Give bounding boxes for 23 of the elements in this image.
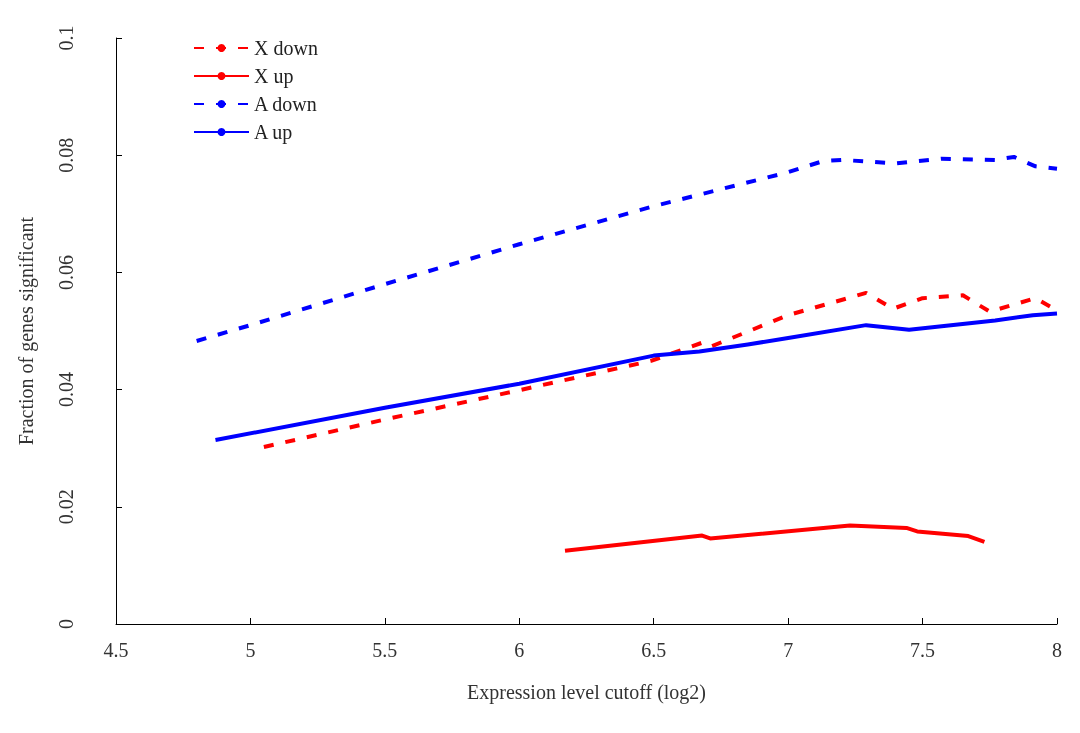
y-axis-title: Fraction of genes significant (15, 216, 38, 446)
x-tick-label: 6 (514, 639, 525, 661)
x-tick-label: 6.5 (641, 639, 667, 661)
y-tick-label: 0.04 (55, 372, 77, 408)
y-tick-label: 0.08 (55, 137, 77, 173)
line-series (194, 154, 1059, 343)
legend-label: X down (254, 37, 318, 59)
x-tick-label: 7.5 (910, 639, 936, 661)
x-tick-label: 5 (245, 639, 256, 661)
x-tick-label: 5.5 (372, 639, 398, 661)
y-tick-label: 0 (55, 619, 77, 629)
line-series (562, 523, 987, 553)
legend-label: A down (254, 93, 317, 115)
y-tick-label: 0.02 (55, 489, 77, 525)
line-series (213, 311, 1059, 442)
legend-label: A up (254, 121, 293, 144)
x-tick-label: 8 (1052, 639, 1062, 661)
y-tick-label: 0.06 (55, 254, 77, 290)
x-axis-title: Expression level cutoff (log2) (466, 681, 707, 704)
x-tick-label: 4.5 (103, 639, 129, 661)
legend-label: X up (254, 65, 294, 88)
x-tick-label: 7 (783, 639, 794, 661)
y-tick-label: 0.1 (55, 25, 77, 51)
